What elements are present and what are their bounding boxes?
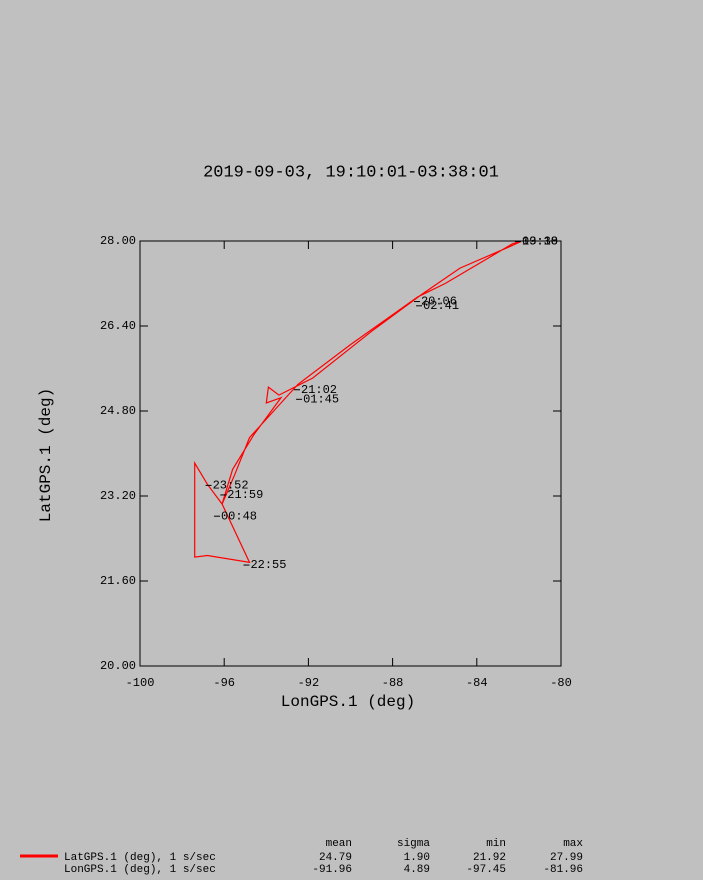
y-tick-label: 28.00 [100, 234, 136, 248]
x-tick-label: -92 [298, 676, 320, 690]
x-tick-label: -88 [382, 676, 404, 690]
stats-value: 21.92 [473, 852, 506, 864]
stats-header: sigma [397, 838, 430, 850]
annotation: 21:02 [301, 383, 337, 397]
annotation: 03:38 [522, 235, 558, 249]
legend-label: LonGPS.1 (deg), 1 s/sec [64, 864, 216, 876]
annotation: 23:52 [213, 479, 249, 493]
data-line [194, 240, 522, 564]
stats-value: 27.99 [550, 852, 583, 864]
stats-value: -91.96 [312, 864, 352, 876]
stats-header: min [486, 838, 506, 850]
annotation: 22:55 [250, 558, 286, 572]
y-tick-label: 24.80 [100, 404, 136, 418]
y-axis-label: LatGPS.1 (deg) [37, 388, 55, 522]
legend-label: LatGPS.1 (deg), 1 s/sec [64, 852, 216, 864]
annotation: 19:10 [522, 235, 558, 249]
x-tick-label: -100 [126, 676, 155, 690]
stats-value: -81.96 [543, 864, 583, 876]
annotation: 02:41 [423, 299, 459, 313]
annotation: 01:45 [303, 392, 339, 406]
annotation: 21:59 [227, 488, 263, 502]
stats-header: max [563, 838, 583, 850]
y-tick-label: 20.00 [100, 659, 136, 673]
annotation: 00:48 [221, 509, 257, 523]
chart-title: 2019-09-03, 19:10:01-03:38:01 [203, 163, 499, 182]
x-tick-label: -96 [213, 676, 235, 690]
stats-value: 1.90 [404, 852, 430, 864]
stats-value: -97.45 [466, 864, 506, 876]
y-tick-label: 26.40 [100, 319, 136, 333]
x-tick-label: -84 [466, 676, 488, 690]
stats-value: 4.89 [404, 864, 430, 876]
x-axis-label: LonGPS.1 (deg) [281, 693, 415, 711]
y-tick-label: 23.20 [100, 489, 136, 503]
y-tick-label: 21.60 [100, 574, 136, 588]
plot-frame [139, 240, 562, 667]
x-tick-label: -80 [550, 676, 572, 690]
annotation: 20:06 [421, 295, 457, 309]
stats-value: 24.79 [319, 852, 352, 864]
stats-header: mean [326, 838, 352, 850]
